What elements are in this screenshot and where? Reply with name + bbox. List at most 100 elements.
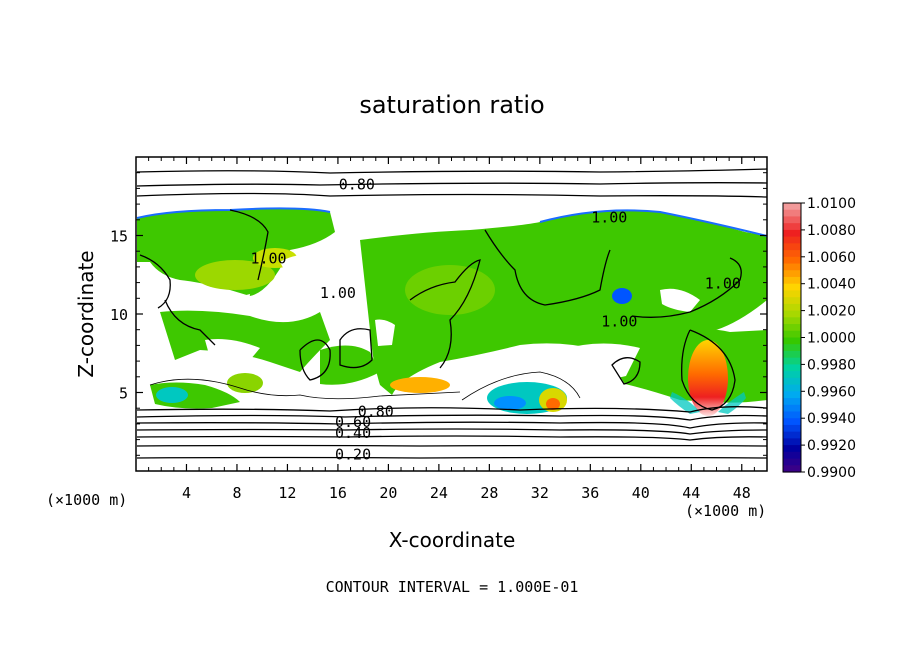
colorbar-swatch [783,229,801,238]
y-tick-label: 10 [110,306,128,324]
colorbar-swatch [783,330,801,339]
x-tick-label: 12 [278,484,296,502]
x-axis: 4 8 12 16 20 24 28 32 36 40 44 48 [148,157,755,502]
contour-lines [136,168,767,459]
colorbar-swatch [783,303,801,312]
x-tick-label: 48 [733,484,751,502]
colorbar-swatch [783,317,801,325]
colorbar-swatch [783,424,801,433]
contour-0.40-lower [136,435,767,441]
colorbar-label: 0.9980 [807,357,856,373]
colorbar-label: 1.0020 [807,304,856,320]
supersat-patch [195,260,275,290]
colorbar-swatch [783,276,801,285]
saturated-region-left [137,208,335,296]
contour-1.00-left2 [139,254,171,309]
colorbar-swatch [783,465,801,473]
y-tick-label: 15 [110,228,128,246]
colorbar-swatch [783,458,801,466]
x-tick-label: 28 [480,484,498,502]
contour-label: 1.00 [320,284,356,302]
colorbar-swatch [783,337,801,345]
colorbar-swatch [783,451,801,460]
colorbar-swatch [783,250,801,258]
plume-cyan-base [670,392,746,414]
colorbar-swatch [783,209,801,218]
subsat-cell [612,288,632,304]
x-tick-label: 4 [182,484,191,502]
contour-labels: 0.801.001.001.001.001.000.800.600.400.20 [250,176,741,464]
subsat-cell [494,396,526,410]
colorbar-swatch [783,283,801,292]
colorbar-swatch [783,364,801,372]
supersat-patch [227,373,263,393]
colorbar: 1.0100 1.0080 1.0060 1.0040 1.0020 1.0000 0.99… [782,196,856,481]
contour-0.80-lower [136,406,767,413]
colorbar-label: 0.9920 [807,438,856,454]
contour-label: 0.60 [335,413,371,431]
colorbar-swatch [783,391,801,399]
colorbar-label: 0.9940 [807,411,856,427]
contour-0.70-lower [136,414,767,421]
contour-1.00-cloudtop [229,209,269,281]
heatmap-field [136,207,767,416]
colorbar-label: 1.0000 [807,331,856,347]
contour-0.20-lower [136,456,767,459]
colorbar-swatch [783,357,801,365]
x-axis-unit-left: (×1000 m) [46,491,127,509]
contour-0.30-lower [136,444,767,447]
colorbar-swatch [783,256,801,265]
x-tick-label: 16 [329,484,347,502]
colorbar-swatch [783,324,801,332]
contour-1.00-plume [681,329,736,411]
colorbar-label: 0.9900 [807,465,856,481]
contour-label: 1.00 [250,249,286,267]
colorbar-swatch [783,223,801,231]
colorbar-swatch [783,377,801,386]
colorbar-swatch [783,445,801,453]
x-tick-label: 32 [531,484,549,502]
colorbar-swatch [783,344,801,352]
colorbar-swatch [783,290,801,298]
colorbar-swatch [783,297,801,305]
y-axis: 5 10 15 [110,172,767,456]
colorbar-swatch [783,310,801,318]
contour-fine [149,378,461,400]
contour-0.50-lower [136,428,767,435]
colorbar-label: 1.0100 [807,196,856,212]
contour-1.00-right-cell [611,357,641,385]
contour-label: 1.00 [601,312,637,330]
y-tick-label: 5 [119,385,128,403]
colorbar-label: 0.9960 [807,384,856,400]
colorbar-swatch [783,404,801,413]
colorbar-label: 1.0080 [807,223,856,239]
contour-label: 1.00 [705,275,741,293]
contour-label: 0.20 [335,446,371,464]
colorbar-swatch [783,216,801,224]
colorbar-swatch [783,418,801,426]
chart-title: saturation ratio [359,91,544,119]
colorbar-swatch [783,371,801,379]
colorbar-label: 1.0060 [807,250,856,266]
contour-1.00-lower [339,328,373,369]
x-tick-label: 20 [379,484,397,502]
x-tick-label: 8 [232,484,241,502]
subsat-cell [546,398,560,410]
colorbar-swatch [783,203,801,211]
contour-1.00-mid2 [409,259,481,369]
colorbar-swatch [783,263,801,271]
contour-label: 0.40 [335,424,371,442]
x-axis-label: X-coordinate [389,528,516,552]
contour-1.00-right [631,257,742,318]
supersat-patch [405,265,495,315]
contour-label: 1.00 [591,209,627,227]
contour-0.80-upper [136,182,767,187]
colorbar-swatch [783,243,801,251]
colorbar-swatch [783,350,801,359]
colorbar-swatch [783,411,801,419]
saturated-region-lower [160,310,330,372]
y-axis-label: Z-coordinate [74,250,98,377]
clear-gaps [155,254,700,381]
x-tick-label: 24 [430,484,448,502]
